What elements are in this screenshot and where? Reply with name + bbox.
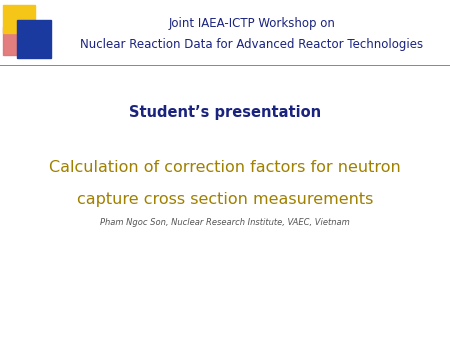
Text: Student’s presentation: Student’s presentation	[129, 105, 321, 120]
Text: capture cross section measurements: capture cross section measurements	[77, 192, 373, 207]
Bar	[3, 27, 27, 55]
Bar	[17, 20, 51, 58]
Text: Joint IAEA-ICTP Workshop on: Joint IAEA-ICTP Workshop on	[169, 17, 335, 30]
Text: Calculation of correction factors for neutron: Calculation of correction factors for ne…	[49, 160, 401, 175]
Bar	[3, 5, 35, 33]
Text: Nuclear Reaction Data for Advanced Reactor Technologies: Nuclear Reaction Data for Advanced React…	[81, 38, 423, 51]
Text: Pham Ngoc Son, Nuclear Research Institute, VAEC, Vietnam: Pham Ngoc Son, Nuclear Research Institut…	[100, 218, 350, 227]
